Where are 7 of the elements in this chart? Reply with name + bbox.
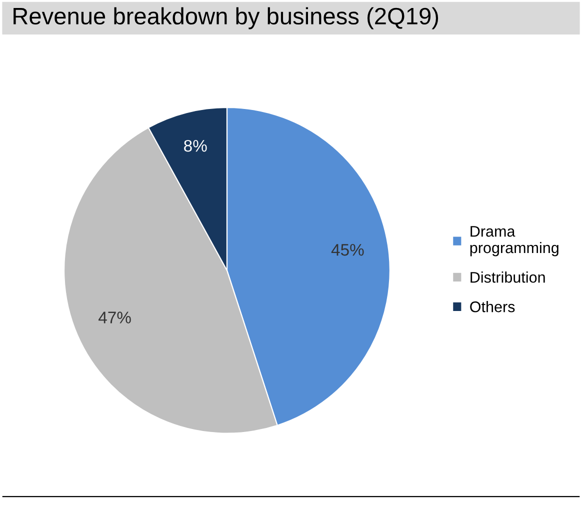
legend-label: Others bbox=[470, 301, 515, 312]
legend-label: Distribution bbox=[470, 272, 545, 283]
legend-label: Drama programming bbox=[470, 226, 558, 256]
data-label: 8% bbox=[184, 140, 207, 152]
chart-title: Revenue breakdown by business (2Q19) bbox=[14, 7, 438, 30]
data-label: 45% bbox=[331, 244, 364, 256]
data-label: 47% bbox=[98, 312, 131, 324]
